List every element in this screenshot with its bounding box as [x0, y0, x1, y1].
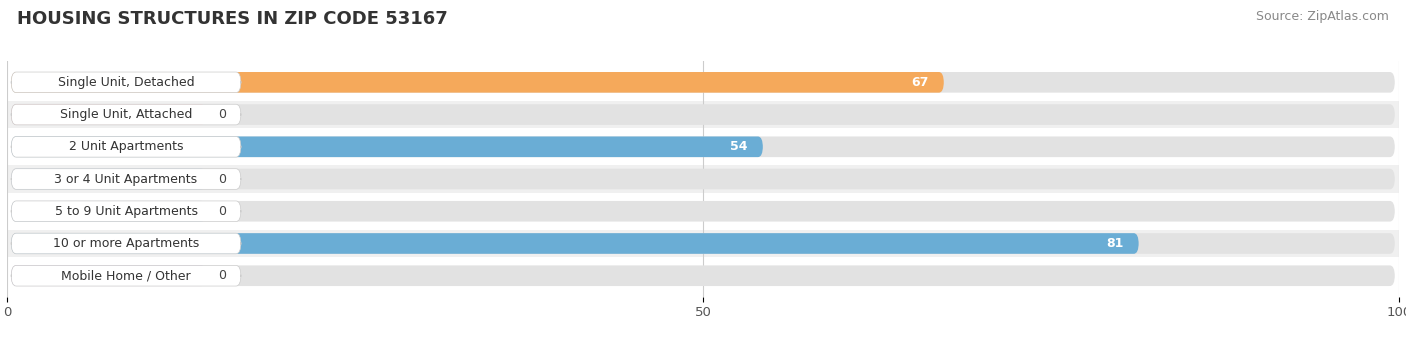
Text: Source: ZipAtlas.com: Source: ZipAtlas.com — [1256, 10, 1389, 23]
FancyBboxPatch shape — [7, 133, 1399, 160]
Text: 2 Unit Apartments: 2 Unit Apartments — [69, 140, 183, 153]
FancyBboxPatch shape — [7, 69, 1399, 96]
FancyBboxPatch shape — [11, 169, 240, 189]
FancyBboxPatch shape — [11, 72, 1395, 93]
FancyBboxPatch shape — [11, 265, 240, 286]
Text: 3 or 4 Unit Apartments: 3 or 4 Unit Apartments — [55, 173, 198, 186]
FancyBboxPatch shape — [11, 169, 207, 189]
FancyBboxPatch shape — [11, 233, 1395, 254]
FancyBboxPatch shape — [7, 198, 1399, 225]
FancyBboxPatch shape — [11, 233, 240, 254]
Text: 67: 67 — [911, 76, 928, 89]
FancyBboxPatch shape — [11, 233, 1139, 254]
FancyBboxPatch shape — [7, 101, 1399, 128]
FancyBboxPatch shape — [11, 201, 1395, 222]
FancyBboxPatch shape — [11, 136, 240, 157]
Text: HOUSING STRUCTURES IN ZIP CODE 53167: HOUSING STRUCTURES IN ZIP CODE 53167 — [17, 10, 447, 28]
FancyBboxPatch shape — [11, 104, 207, 125]
Text: 5 to 9 Unit Apartments: 5 to 9 Unit Apartments — [55, 205, 197, 218]
FancyBboxPatch shape — [11, 265, 1395, 286]
FancyBboxPatch shape — [11, 201, 240, 222]
Text: 10 or more Apartments: 10 or more Apartments — [53, 237, 200, 250]
FancyBboxPatch shape — [11, 136, 763, 157]
FancyBboxPatch shape — [11, 72, 240, 93]
FancyBboxPatch shape — [11, 104, 1395, 125]
FancyBboxPatch shape — [11, 72, 943, 93]
Text: 81: 81 — [1107, 237, 1123, 250]
FancyBboxPatch shape — [11, 169, 1395, 189]
FancyBboxPatch shape — [11, 201, 207, 222]
FancyBboxPatch shape — [11, 265, 207, 286]
FancyBboxPatch shape — [7, 165, 1399, 193]
Text: 0: 0 — [218, 269, 226, 282]
Text: Single Unit, Detached: Single Unit, Detached — [58, 76, 194, 89]
Text: 0: 0 — [218, 205, 226, 218]
Text: 54: 54 — [730, 140, 748, 153]
FancyBboxPatch shape — [7, 262, 1399, 289]
FancyBboxPatch shape — [7, 230, 1399, 257]
FancyBboxPatch shape — [11, 104, 240, 125]
FancyBboxPatch shape — [11, 136, 1395, 157]
Text: 0: 0 — [218, 108, 226, 121]
Text: 0: 0 — [218, 173, 226, 186]
Text: Single Unit, Attached: Single Unit, Attached — [60, 108, 193, 121]
Text: Mobile Home / Other: Mobile Home / Other — [62, 269, 191, 282]
